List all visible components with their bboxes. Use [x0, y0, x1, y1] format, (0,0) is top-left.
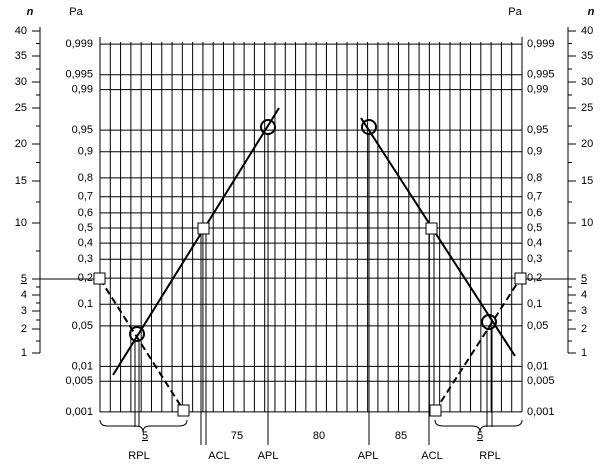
n-label: 35: [15, 50, 27, 62]
n-label: 35: [581, 50, 593, 62]
probability-label: 0,6: [527, 207, 542, 219]
probability-label: 0,9: [78, 146, 93, 158]
n-label: 2: [581, 323, 587, 335]
right-lines: [360, 117, 568, 445]
probability-label: 0,4: [527, 237, 542, 249]
probability-label: 0,1: [527, 298, 542, 310]
circle-marker: [481, 314, 497, 330]
probability-label: 0,95: [72, 124, 93, 136]
probability-label: 0,001: [527, 406, 555, 418]
probability-label: 0,3: [527, 253, 542, 265]
fit-line: [360, 117, 516, 357]
n-label: 10: [15, 217, 27, 229]
probability-label: 0,05: [527, 320, 548, 332]
square-marker: [93, 272, 106, 285]
n-label: 30: [15, 76, 27, 88]
probability-label: 0,7: [527, 191, 542, 203]
probability-label: 0,8: [78, 172, 93, 184]
marker-label: RPL: [479, 450, 500, 462]
probability-label: 0,5: [78, 222, 93, 234]
n-label: 25: [15, 102, 27, 114]
square-marker: [177, 404, 190, 417]
marker-label: ACL: [208, 450, 229, 462]
n-label: 30: [581, 76, 593, 88]
x-label: 75: [231, 430, 243, 442]
n-label: 4: [581, 289, 587, 301]
marker-label: ACL: [421, 450, 442, 462]
n-label: 5: [21, 273, 27, 285]
square-marker: [514, 272, 527, 285]
dashed-line: [99, 278, 185, 412]
probability-label: 0,1: [78, 298, 93, 310]
probability-label: 0,7: [78, 191, 93, 203]
marker-label: RPL: [128, 450, 149, 462]
n-label: 20: [581, 138, 593, 150]
probability-label: 0,005: [65, 375, 93, 387]
probability-label: 0,95: [527, 124, 548, 136]
probability-label: 0,05: [72, 320, 93, 332]
probability-label: 0,005: [527, 375, 555, 387]
probability-label: 0,999: [527, 38, 555, 50]
probability-label: 0,3: [78, 253, 93, 265]
grid: [99, 37, 523, 413]
n-label: 10: [581, 217, 593, 229]
marker-label: APL: [358, 450, 379, 462]
probability-label: 0,9: [527, 146, 542, 158]
probability-label: 0,995: [65, 69, 93, 81]
marker-label: APL: [258, 450, 279, 462]
probability-label: 0,2: [78, 272, 93, 284]
probability-label: 0,8: [527, 172, 542, 184]
n-label: 20: [15, 138, 27, 150]
n-label: 1: [581, 347, 587, 359]
left-lines: [40, 107, 280, 445]
square-marker: [197, 222, 210, 235]
probability-label: 0,6: [78, 207, 93, 219]
x-label: 5: [142, 430, 148, 442]
n-label: 5: [581, 273, 587, 285]
x-label: 80: [313, 430, 325, 442]
probability-label: 0,99: [72, 83, 93, 95]
n-label: 40: [581, 25, 593, 37]
probability-label: 0,4: [78, 237, 93, 249]
probability-label: 0,5: [527, 222, 542, 234]
n-label: 25: [581, 102, 593, 114]
square-marker: [429, 404, 442, 417]
n-label: 15: [15, 175, 27, 187]
x-label: 5: [477, 430, 483, 442]
probability-label: 0,995: [527, 69, 555, 81]
n-label: 3: [21, 305, 27, 317]
probability-label: 0,01: [72, 360, 93, 372]
fit-line: [112, 107, 280, 376]
probability-label: 0,99: [527, 83, 548, 95]
n-label: 2: [21, 323, 27, 335]
square-marker: [425, 222, 438, 235]
probability-label: 0,999: [65, 38, 93, 50]
x-label: 85: [395, 430, 407, 442]
pa-title: Pa: [69, 6, 83, 18]
n-label: 40: [15, 25, 27, 37]
pa-title: Pa: [508, 6, 522, 18]
n-label: 4: [21, 289, 27, 301]
n-label: 15: [581, 175, 593, 187]
brace: [434, 419, 523, 433]
probability-label: 0,01: [527, 360, 548, 372]
probability-label: 0,2: [527, 272, 542, 284]
n-title: n: [27, 6, 34, 18]
brace: [99, 419, 188, 433]
n-title: n: [588, 6, 595, 18]
dashed-line: [434, 278, 521, 412]
circle-marker: [129, 326, 145, 342]
probability-label: 0,001: [65, 406, 93, 418]
n-label: 3: [581, 305, 587, 317]
n-label: 1: [21, 347, 27, 359]
